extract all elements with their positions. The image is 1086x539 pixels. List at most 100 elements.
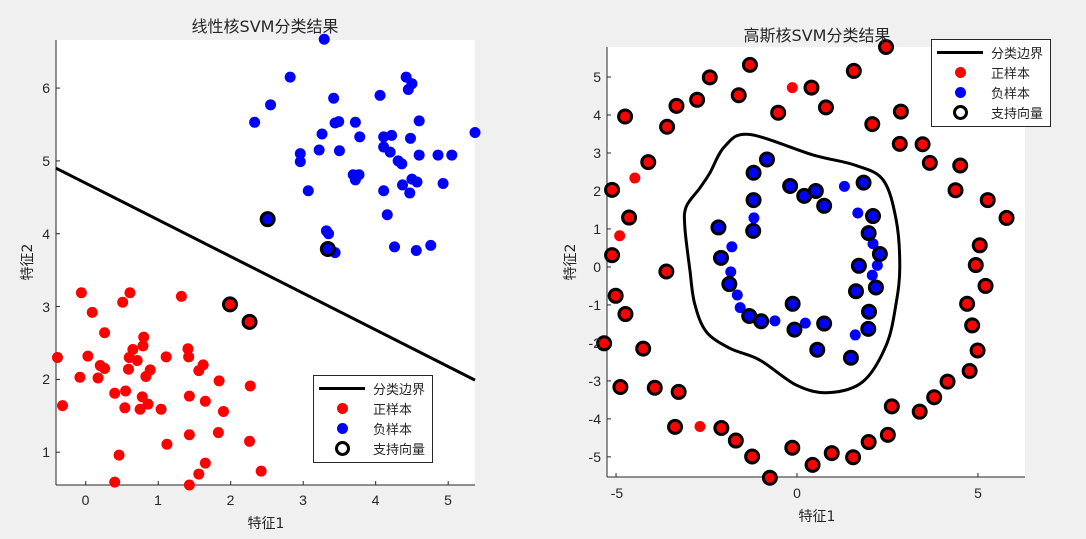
data-point xyxy=(57,400,69,412)
support-vector xyxy=(855,174,872,191)
data-point xyxy=(134,403,146,415)
support-vector xyxy=(741,56,758,73)
support-vector xyxy=(845,449,862,466)
support-vector xyxy=(860,225,877,242)
data-point xyxy=(333,116,345,128)
data-point xyxy=(402,84,414,96)
data-point xyxy=(349,116,361,128)
legend-entry-boundary: 分类边界 xyxy=(317,378,428,398)
support-vector xyxy=(850,257,867,274)
support-vector xyxy=(668,97,685,114)
left-ytick: 5 xyxy=(42,153,50,169)
red-dot-icon xyxy=(336,402,348,414)
support-vector xyxy=(758,151,775,168)
support-vector xyxy=(871,246,888,263)
right-ytick: 1 xyxy=(593,221,601,237)
data-point xyxy=(175,290,187,302)
data-point xyxy=(109,476,121,488)
data-point xyxy=(726,241,738,253)
support-vector xyxy=(878,39,895,55)
data-point xyxy=(374,89,386,101)
legend-entry-negative: 负样本 xyxy=(935,82,1046,102)
support-vector xyxy=(879,426,896,443)
data-point xyxy=(381,209,393,221)
data-point xyxy=(122,363,134,375)
data-point xyxy=(124,287,136,299)
support-vector xyxy=(921,154,938,171)
data-point xyxy=(86,306,98,318)
support-vector xyxy=(969,342,986,359)
boundary-line-icon xyxy=(319,386,365,390)
data-point xyxy=(183,479,195,491)
data-point xyxy=(838,180,850,192)
support-vector xyxy=(967,257,984,274)
data-point xyxy=(389,241,401,253)
data-point xyxy=(731,289,743,301)
support-vector xyxy=(784,295,801,312)
data-point xyxy=(469,126,481,138)
right-plot-ylabel: 特征2 xyxy=(563,243,579,281)
support-vector xyxy=(640,154,657,171)
right-xtick: 0 xyxy=(793,485,801,501)
support-vector xyxy=(883,398,900,415)
support-vector xyxy=(803,79,820,96)
data-point xyxy=(384,146,396,158)
support-vector xyxy=(860,434,877,451)
support-vector xyxy=(761,469,778,486)
support-vector xyxy=(809,341,826,358)
data-point xyxy=(120,385,132,397)
ring-icon xyxy=(334,440,350,456)
support-vector xyxy=(817,99,834,116)
data-point xyxy=(92,372,104,384)
support-vector xyxy=(604,247,621,264)
support-vector xyxy=(892,103,909,120)
data-point xyxy=(437,177,449,189)
support-vector xyxy=(979,192,996,209)
data-point xyxy=(378,185,390,197)
data-point xyxy=(140,370,152,382)
data-point xyxy=(212,427,224,439)
data-point xyxy=(769,315,781,327)
support-vector xyxy=(914,136,931,153)
data-point xyxy=(294,156,306,168)
right-ytick: -3 xyxy=(588,373,601,389)
data-point xyxy=(131,354,143,366)
support-vector xyxy=(947,182,964,199)
data-point xyxy=(432,149,444,161)
decision-boundary xyxy=(682,132,902,395)
data-point xyxy=(255,465,267,477)
data-point xyxy=(249,116,261,128)
data-point xyxy=(397,179,409,191)
support-vector xyxy=(867,279,884,296)
data-point xyxy=(244,380,256,392)
data-point xyxy=(74,371,86,383)
red-dot-icon xyxy=(954,66,966,78)
right-ytick: -4 xyxy=(588,411,601,427)
right-plot-legend: 分类边界 正样本 负样本 支持向量 xyxy=(931,39,1051,127)
data-point xyxy=(316,128,328,140)
legend-entry-positive: 正样本 xyxy=(317,398,428,418)
legend-entry-support: 支持向量 xyxy=(935,102,1046,122)
legend-entry-positive: 正样本 xyxy=(935,62,1046,82)
support-vector xyxy=(646,379,663,396)
left-xtick: 3 xyxy=(299,492,307,508)
right-ytick: 2 xyxy=(593,183,601,199)
data-point xyxy=(183,351,195,363)
support-vector xyxy=(926,389,943,406)
support-vector xyxy=(959,295,976,312)
support-vector xyxy=(860,320,877,337)
data-point xyxy=(333,145,345,157)
support-vector xyxy=(842,349,859,366)
boundary-line-icon xyxy=(937,50,983,54)
data-point xyxy=(425,239,437,251)
left-ytick: 2 xyxy=(42,371,50,387)
data-point xyxy=(386,129,398,141)
data-point xyxy=(413,149,425,161)
support-vector xyxy=(730,87,747,104)
left-xtick: 4 xyxy=(371,492,380,508)
left-plot-ylabel: 特征2 xyxy=(20,243,36,281)
support-vector xyxy=(612,378,629,395)
support-vector xyxy=(961,363,978,380)
data-point xyxy=(629,172,641,184)
data-point xyxy=(193,365,205,377)
